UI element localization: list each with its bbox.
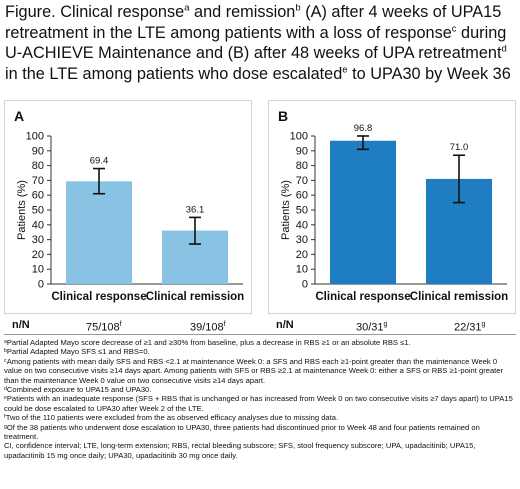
y-tick-label: 60 [32,190,44,202]
footnote: ᶠTwo of the 110 patients were excluded f… [4,413,339,423]
panel-a: A 0 10 20 30 40 50 60 70 80 90 100 Patients (%) 69.4… [4,100,252,314]
title-footnote-mark: a [184,2,190,14]
footnote: ᵍOf the 38 patients who underwent dose e… [4,422,480,442]
footnote: ᵇPartial Adapted Mayo SFS ≤1 and RBS=0. [4,347,150,357]
bar [330,140,396,284]
nn-value: 39/108f [190,321,226,334]
y-tick-label: 50 [32,205,44,217]
panel-a-letter: A [14,108,25,124]
data-label: 71.0 [450,142,469,153]
data-label: 69.4 [90,156,109,167]
footnotes: ᵃPartial Adapted Mayo score decrease of … [4,334,516,460]
title-footnote-mark: b [295,2,301,14]
y-axis-title: Patients (%) [16,180,28,240]
title-text: during U-ACHIEVE Maintenance and (B) aft… [5,23,507,63]
category-label: Clinical remission [146,291,244,303]
y-tick-label: 80 [296,160,308,172]
y-tick-label: 30 [296,234,308,246]
category-label: Clinical response [315,291,410,303]
y-tick-label: 30 [32,234,44,246]
footnote: ᶜAmong patients with mean daily SFS and … [4,356,504,385]
title-footnote-mark: e [342,64,348,76]
y-axis-title: Patients (%) [280,180,292,240]
category-label: Clinical response [51,291,146,303]
title-text: to UPA30 by Week 36 [347,64,511,83]
footnote: ᵉPatients with an inadequate response (S… [4,394,513,413]
y-tick-label: 50 [296,205,308,217]
figure-title: Figure. Clinical responsea and remission… [5,2,517,84]
y-tick-label: 60 [296,190,308,202]
y-tick-label: 10 [32,264,44,276]
footnote: ᵃPartial Adapted Mayo score decrease of … [4,338,411,347]
panel-b: B 0 10 20 30 40 50 60 70 80 90 100 Patients (%) 96.8… [268,100,516,314]
panel-b-chart: 0 10 20 30 40 50 60 70 80 90 100 Patients (%) 96.8 Cl… [280,123,508,303]
y-tick-label: 20 [296,249,308,261]
nn-value: 30/31g [356,321,388,334]
y-tick-label: 40 [32,219,44,231]
data-label: 36.1 [186,204,205,215]
category-label: Clinical remission [410,291,508,303]
y-tick-label: 100 [26,131,44,143]
y-tick-label: 70 [32,175,44,187]
panel-b-letter: B [278,108,289,124]
title-text: (A) after 4 weeks of UPA15 retreatment i… [5,3,502,42]
y-tick-label: 0 [302,279,308,291]
footnote: ᵈCombined exposure to UPA15 and UPA30. [4,385,152,395]
y-tick-label: 40 [296,219,308,231]
bar [66,181,132,284]
title-footnote-mark: d [501,43,507,55]
panel-b-nn-row: n/N 30/31g 22/31g [268,318,514,334]
title-footnote-mark: c [451,23,457,35]
data-label: 96.8 [354,123,373,134]
y-tick-label: 0 [38,279,44,291]
y-tick-label: 80 [32,160,44,172]
nn-value: 75/108f [86,321,122,334]
y-tick-label: 20 [32,249,44,261]
title-text: in the LTE among patients who dose escal… [5,64,343,83]
panel-a-chart: 0 10 20 30 40 50 60 70 80 90 100 Patients (%) 69.4 Cl… [16,131,244,304]
title-text: and remission [189,3,296,21]
y-tick-label: 90 [32,145,44,157]
panel-a-nn-row: n/N 75/108f 39/108f [4,318,250,334]
y-tick-label: 90 [296,145,308,157]
nn-value: 22/31g [454,321,486,334]
y-tick-label: 10 [296,264,308,276]
footnote: CI, confidence interval; LTE, long-term … [4,441,476,460]
title-text: Figure. Clinical response [5,3,185,21]
nn-label: n/N [12,319,30,331]
y-tick-label: 70 [296,175,308,187]
nn-label: n/N [276,319,294,331]
y-tick-label: 100 [290,131,308,143]
